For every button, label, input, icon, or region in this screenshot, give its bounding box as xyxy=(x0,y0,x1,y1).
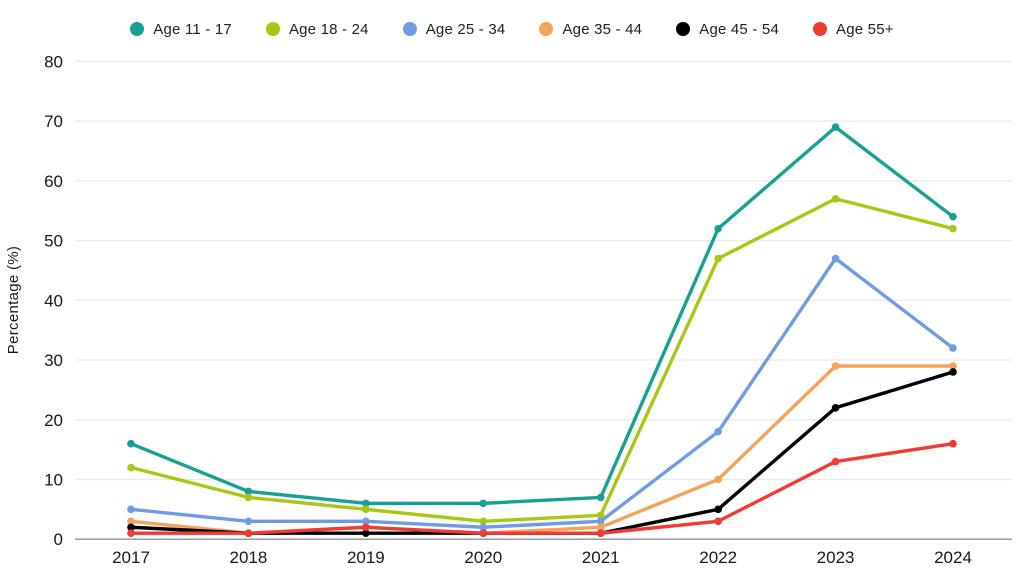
data-point-age-11-17-2022 xyxy=(714,224,722,233)
data-point-age-35-44-2023 xyxy=(831,362,840,370)
data-point-age-55-2023 xyxy=(831,457,840,466)
series-line-age-55 xyxy=(129,441,955,535)
data-point-age-18-24-2017 xyxy=(127,463,135,472)
data-point-age-11-17-2017 xyxy=(127,439,135,448)
series-line-age-45-54 xyxy=(129,370,955,535)
data-point-age-11-17-2019 xyxy=(362,499,370,508)
legend-dot-age-11-17 xyxy=(130,22,145,36)
data-point-age-18-24-2022 xyxy=(714,254,722,263)
data-point-age-45-54-2017 xyxy=(127,523,135,532)
series-line-age-35-44 xyxy=(129,364,955,535)
data-point-age-18-24-2023 xyxy=(831,194,840,203)
y-tick-label-0: 0 xyxy=(54,530,63,549)
data-point-age-55-2022 xyxy=(714,517,722,526)
data-point-age-35-44-2022 xyxy=(714,475,722,484)
data-point-age-11-17-2020 xyxy=(479,499,488,508)
legend-label: Age 35 - 44 xyxy=(562,20,643,38)
y-tick-label-80: 80 xyxy=(44,52,63,71)
data-point-age-35-44-2024 xyxy=(949,362,957,370)
legend-label: Age 25 - 34 xyxy=(425,20,506,38)
legend-item-age-45-54[interactable]: Age 45 - 54 xyxy=(676,21,779,38)
data-point-age-18-24-2020 xyxy=(479,517,488,526)
data-point-age-11-17-2024 xyxy=(949,212,957,221)
legend-item-age-18-24[interactable]: Age 18 - 24 xyxy=(265,20,369,38)
legend-label: Age 45 - 54 xyxy=(699,20,779,38)
data-point-age-25-34-2017 xyxy=(127,505,135,514)
legend-label: Age 18 - 24 xyxy=(288,20,369,38)
x-tick-label-2021: 2021 xyxy=(582,548,620,567)
legend-item-age-55[interactable]: Age 55+ xyxy=(813,21,894,38)
data-point-age-55-2024 xyxy=(949,439,957,448)
data-point-age-55-2017 xyxy=(127,529,135,538)
data-point-age-25-34-2022 xyxy=(714,427,722,436)
series-line-age-18-24 xyxy=(129,197,955,523)
legend-label: Age 11 - 17 xyxy=(153,20,232,38)
data-point-age-55-2018 xyxy=(244,529,253,538)
series-line-age-11-17 xyxy=(129,125,955,506)
data-point-age-55-2020 xyxy=(479,529,488,538)
x-tick-label-2023: 2023 xyxy=(817,548,855,567)
data-point-age-18-24-2024 xyxy=(949,224,957,233)
legend-dot-age-18-24 xyxy=(265,22,280,36)
y-axis-title: Percentage (%) xyxy=(5,246,22,354)
data-point-age-25-34-2018 xyxy=(244,517,253,526)
data-point-age-45-54-2023 xyxy=(831,404,840,412)
x-tick-label-2017: 2017 xyxy=(112,548,150,567)
data-point-age-55-2019 xyxy=(362,523,370,532)
data-point-age-45-54-2024 xyxy=(949,368,957,376)
data-point-age-25-34-2024 xyxy=(949,344,957,352)
chart-legend: Age 11 - 17 Age 18 - 24 Age 25 - 34 Age 35 … xyxy=(0,16,1024,42)
x-tick-label-2024: 2024 xyxy=(934,548,972,567)
x-tick-label-2022: 2022 xyxy=(699,548,737,567)
legend-dot-age-55 xyxy=(813,22,827,36)
data-point-age-25-34-2019 xyxy=(362,517,370,526)
series-line-age-25-34 xyxy=(129,256,955,529)
legend-item-age-11-17[interactable]: Age 11 - 17 xyxy=(130,21,232,38)
data-point-age-11-17-2023 xyxy=(831,123,840,131)
y-tick-label-50: 50 xyxy=(44,232,63,251)
y-tick-label-20: 20 xyxy=(44,411,63,430)
legend-label: Age 55+ xyxy=(836,20,894,38)
x-tick-label-2018: 2018 xyxy=(230,548,268,567)
y-tick-label-40: 40 xyxy=(44,291,63,310)
legend-dot-age-25-34 xyxy=(402,22,417,36)
data-point-age-25-34-2023 xyxy=(831,254,840,263)
legend-item-age-25-34[interactable]: Age 25 - 34 xyxy=(402,20,506,38)
legend-dot-age-45-54 xyxy=(676,22,691,36)
data-point-age-45-54-2022 xyxy=(714,505,722,514)
legend-item-age-35-44[interactable]: Age 35 - 44 xyxy=(539,21,642,38)
data-point-age-18-24-2021 xyxy=(596,511,605,520)
data-point-age-45-54-2019 xyxy=(362,529,370,538)
data-point-age-11-17-2018 xyxy=(244,487,253,496)
data-point-age-11-17-2021 xyxy=(596,493,605,502)
data-point-age-25-34-2020 xyxy=(479,523,488,532)
x-tick-label-2019: 2019 xyxy=(347,548,385,567)
data-point-age-35-44-2017 xyxy=(127,517,135,526)
data-point-age-18-24-2019 xyxy=(362,505,370,514)
x-tick-label-2020: 2020 xyxy=(464,548,502,567)
y-tick-label-60: 60 xyxy=(44,172,63,191)
y-tick-label-10: 10 xyxy=(44,470,63,489)
y-tick-label-30: 30 xyxy=(44,351,63,370)
data-point-age-18-24-2018 xyxy=(244,493,253,502)
data-point-age-35-44-2021 xyxy=(596,523,605,532)
legend-dot-age-35-44 xyxy=(539,22,554,36)
y-tick-label-70: 70 xyxy=(44,112,63,131)
data-point-age-55-2021 xyxy=(596,529,605,538)
data-point-age-25-34-2021 xyxy=(596,517,605,526)
